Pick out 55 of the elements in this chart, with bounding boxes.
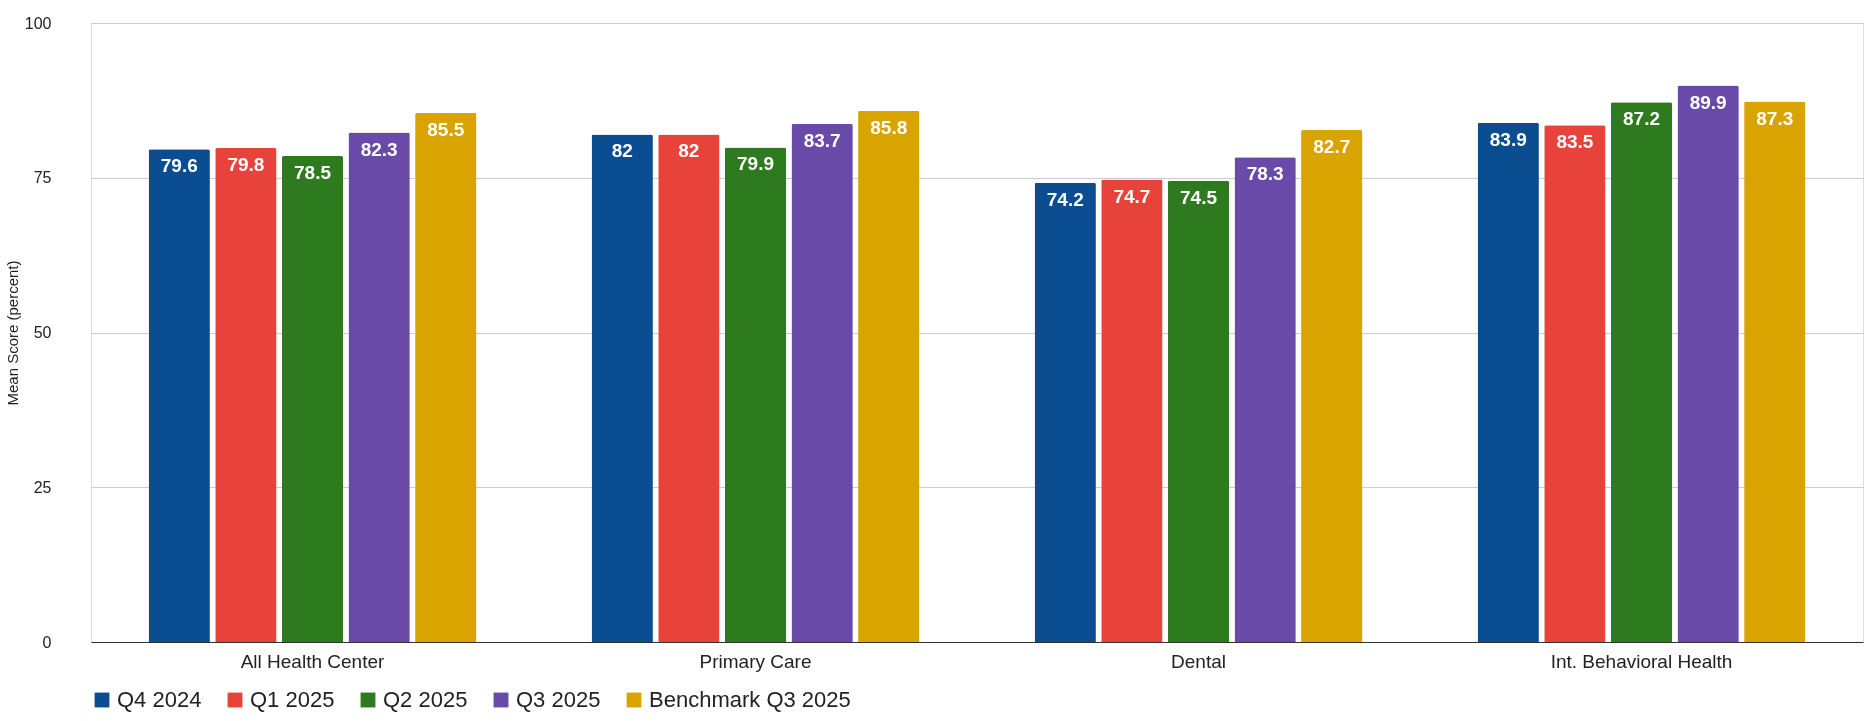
legend-label: Q4 2024 (117, 687, 202, 712)
legend-label: Q3 2025 (516, 687, 601, 712)
bar (1610, 102, 1673, 642)
bar (215, 148, 277, 642)
bar (858, 110, 920, 642)
bar (1101, 179, 1163, 642)
bar (1167, 180, 1230, 642)
x-tick-label: All Health Center (240, 650, 385, 672)
data-label: 87.2 (1623, 108, 1660, 130)
data-label: 85.5 (427, 118, 465, 140)
bar (1234, 157, 1296, 642)
data-label: 82 (678, 140, 700, 162)
x-tick-label: Primary Care (699, 650, 812, 672)
data-label: 74.7 (1113, 185, 1151, 207)
bar (1544, 125, 1606, 642)
data-label: 79.9 (737, 153, 774, 175)
bar (658, 134, 720, 642)
y-tick-label: 75 (33, 169, 52, 187)
data-label: 89.9 (1689, 91, 1727, 113)
bar (791, 123, 853, 642)
bar (591, 134, 653, 642)
x-tick-label: Dental (1171, 650, 1226, 672)
legend-label: Benchmark Q3 2025 (649, 687, 851, 712)
bar (348, 132, 410, 642)
bar (281, 156, 344, 642)
data-label: 85.8 (870, 116, 908, 138)
bar (1301, 130, 1363, 642)
data-label: 79.8 (227, 154, 265, 176)
data-label: 83.9 (1489, 128, 1527, 150)
x-tick-label: Int. Behavioral Health (1550, 650, 1733, 672)
y-axis-title: Mean Score (percent) (3, 260, 21, 406)
data-label: 83.5 (1556, 131, 1594, 153)
bar (1034, 182, 1096, 642)
data-label: 87.3 (1756, 107, 1794, 129)
bar (1477, 122, 1539, 642)
bar (1744, 101, 1806, 642)
bar (1677, 85, 1739, 642)
legend-label: Q2 2025 (383, 687, 468, 712)
data-label: 78.5 (294, 162, 332, 184)
data-label: 82 (611, 140, 633, 162)
bar (415, 112, 477, 642)
y-tick-label: 100 (24, 14, 52, 32)
bar (148, 149, 210, 642)
legend-label: Q1 2025 (250, 687, 335, 712)
data-label: 82.7 (1313, 136, 1351, 158)
data-label: 79.6 (160, 155, 198, 177)
y-tick-label: 0 (42, 633, 52, 651)
y-tick-label: 25 (33, 478, 52, 496)
data-label: 82.3 (360, 138, 398, 160)
data-label: 74.5 (1180, 186, 1218, 208)
data-label: 74.2 (1046, 188, 1084, 210)
data-label: 83.7 (803, 129, 841, 151)
y-tick-label: 50 (33, 324, 52, 341)
data-label: 78.3 (1246, 163, 1284, 185)
bar (724, 147, 787, 642)
